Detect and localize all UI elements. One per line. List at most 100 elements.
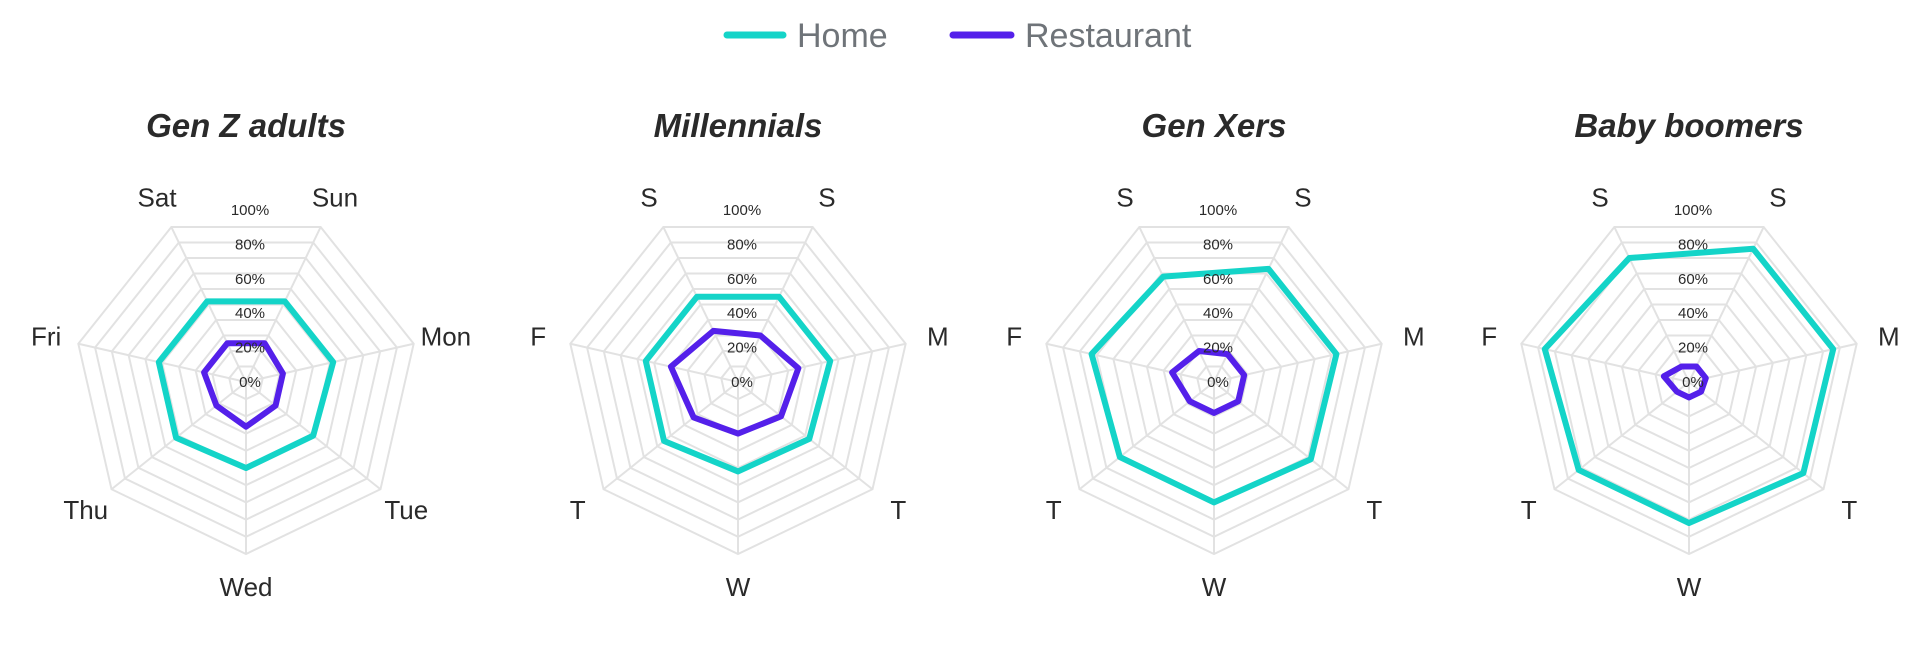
grid-ring bbox=[1536, 241, 1842, 538]
panel-title: Baby boomers bbox=[1574, 107, 1803, 144]
grid-ring bbox=[1637, 334, 1741, 435]
axis-label: M bbox=[1403, 321, 1425, 351]
grid-rings bbox=[569, 226, 907, 556]
grid-spoke bbox=[245, 226, 322, 383]
grid-spoke bbox=[1688, 342, 1857, 383]
grid-spoke bbox=[1138, 226, 1215, 383]
grid-ring bbox=[110, 257, 382, 521]
grid-ring bbox=[1112, 288, 1316, 487]
r-tick-label: 80% bbox=[1203, 236, 1233, 253]
r-tick-label: 100% bbox=[231, 202, 269, 219]
radar-panels: Gen Z adults Sun Mon Tue Wed Thu Fri Sat 0% 20% 40… bbox=[31, 107, 1900, 602]
chart-legend: Home Restaurant bbox=[723, 17, 1192, 55]
axis-label: W bbox=[1202, 572, 1227, 602]
grid-spoke bbox=[1613, 226, 1690, 383]
grid-ring bbox=[669, 319, 807, 452]
radar-panel-3: Gen Xers S M T W T F S 0% 20% 40% 60% 80% 100% bbox=[1006, 107, 1425, 602]
axis-label: Fri bbox=[31, 321, 61, 351]
r-tick-label: 40% bbox=[1203, 305, 1233, 322]
axis-label: Wed bbox=[220, 572, 273, 602]
grid-spoke bbox=[110, 381, 247, 491]
series-restaurant bbox=[667, 327, 802, 437]
grid-ring bbox=[602, 257, 874, 521]
grid-spoke bbox=[570, 342, 739, 383]
r-tick-label: 40% bbox=[235, 305, 265, 322]
r-tick-label: 60% bbox=[235, 271, 265, 288]
r-tick-label: 60% bbox=[727, 271, 757, 288]
r-tick-label: 0% bbox=[1207, 374, 1229, 391]
r-tick-label: 80% bbox=[727, 236, 757, 253]
axis-label: T bbox=[1521, 495, 1537, 525]
grid-ring bbox=[211, 350, 281, 418]
series-home bbox=[1088, 265, 1340, 506]
panel-title: Gen Xers bbox=[1142, 107, 1287, 144]
grid-ring bbox=[720, 365, 756, 401]
r-tick-label: 80% bbox=[235, 236, 265, 253]
axis-label: W bbox=[1677, 572, 1702, 602]
axis-label: S bbox=[1116, 182, 1133, 212]
grid-ring bbox=[636, 288, 840, 487]
grid-ring bbox=[653, 303, 823, 470]
radar-panel-2: Millennials S M T W T F S 0% 20% 40% 60% 80% 100% bbox=[530, 107, 949, 602]
grid-spoke bbox=[737, 226, 814, 383]
r-tick-label: 20% bbox=[1203, 340, 1233, 357]
r-tick-label: 0% bbox=[239, 374, 261, 391]
grid-ring bbox=[228, 365, 264, 401]
series-home bbox=[1541, 245, 1837, 527]
r-tick-label: 20% bbox=[235, 340, 265, 357]
axis-label: S bbox=[818, 182, 835, 212]
axis-label: F bbox=[1481, 321, 1497, 351]
grid-ring bbox=[144, 288, 348, 487]
legend-label-home: Home bbox=[797, 17, 888, 55]
axis-label: Sat bbox=[138, 182, 178, 212]
axis-label: Tue bbox=[384, 495, 428, 525]
r-tick-label: 100% bbox=[1674, 202, 1712, 219]
grid-spoke bbox=[1046, 342, 1215, 383]
r-tick-label: 40% bbox=[1678, 305, 1708, 322]
axis-label: S bbox=[1769, 182, 1786, 212]
series-home bbox=[155, 298, 337, 471]
r-tick-label: 20% bbox=[727, 340, 757, 357]
series-restaurant bbox=[1660, 363, 1709, 401]
grid-ring bbox=[1587, 288, 1791, 487]
grid-ring bbox=[569, 226, 907, 556]
grid-ring bbox=[1196, 365, 1232, 401]
grid-ring bbox=[619, 272, 857, 504]
r-tick-label: 40% bbox=[727, 305, 757, 322]
axis-label: Sun bbox=[312, 182, 358, 212]
axis-label: T bbox=[1841, 495, 1857, 525]
series-restaurant bbox=[1169, 348, 1248, 416]
axis-label: F bbox=[530, 321, 546, 351]
axis-label: T bbox=[1366, 495, 1382, 525]
grid-spoke bbox=[1688, 226, 1765, 383]
grid-ring bbox=[585, 241, 891, 538]
grid-ring bbox=[194, 334, 298, 435]
panel-title: Millennials bbox=[654, 107, 823, 144]
radar-panel-1: Gen Z adults Sun Mon Tue Wed Thu Fri Sat 0% 20% 40… bbox=[31, 107, 471, 602]
grid-ring bbox=[1078, 257, 1350, 521]
r-tick-label: 60% bbox=[1678, 271, 1708, 288]
grid-ring bbox=[1129, 303, 1299, 470]
r-tick-label: 100% bbox=[1199, 202, 1237, 219]
axis-label: F bbox=[1006, 321, 1022, 351]
grid-rings bbox=[1520, 226, 1858, 556]
axis-label: S bbox=[1294, 182, 1311, 212]
r-tick-label: 0% bbox=[1682, 374, 1704, 391]
grid-spoke bbox=[737, 381, 874, 491]
r-tick-label: 60% bbox=[1203, 271, 1233, 288]
axis-label: Thu bbox=[63, 495, 108, 525]
grid-ring bbox=[77, 226, 415, 556]
axis-label: S bbox=[1591, 182, 1608, 212]
grid-ring bbox=[93, 241, 399, 538]
grid-spoke bbox=[245, 342, 414, 383]
grid-ring bbox=[127, 272, 365, 504]
grid-ring bbox=[1520, 226, 1858, 556]
grid-ring bbox=[1620, 319, 1758, 452]
grid-ring bbox=[703, 350, 773, 418]
grid-ring bbox=[1145, 319, 1283, 452]
legend-label-restaurant: Restaurant bbox=[1025, 17, 1192, 55]
series-restaurant bbox=[201, 340, 286, 430]
axis-label: Mon bbox=[421, 321, 472, 351]
grid-ring bbox=[1654, 350, 1724, 418]
